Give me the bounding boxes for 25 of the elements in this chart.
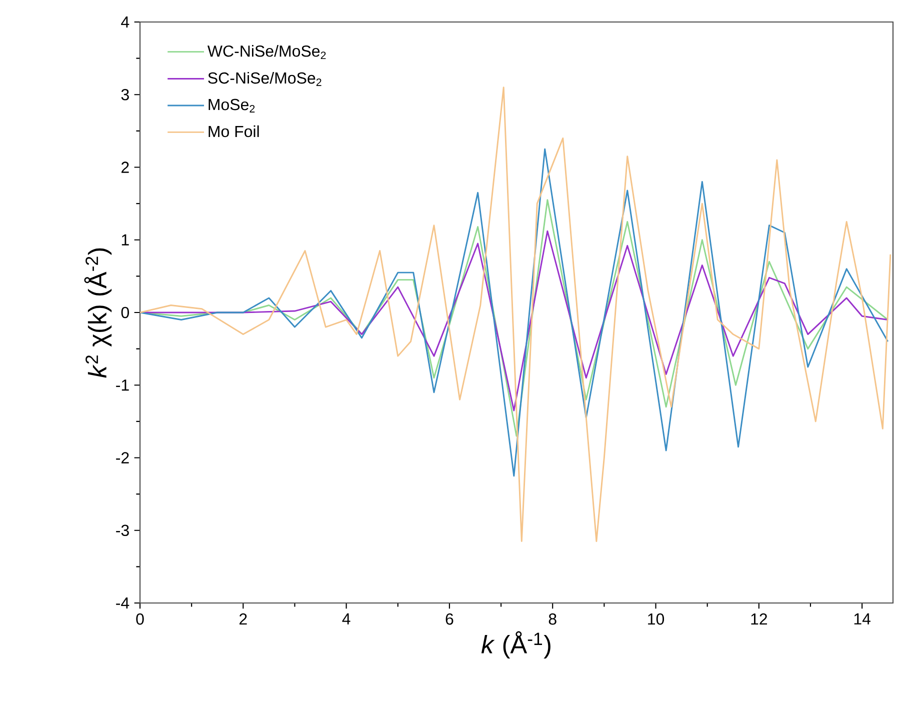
legend-label: MoSe$_{2}$ xyxy=(208,98,255,112)
x-tick-label: 0 xyxy=(136,613,144,625)
x-tick-label: 6 xyxy=(446,613,454,625)
legend-label: WC-NiSe/MoSe$_{2}$ xyxy=(207,45,326,60)
x-tick-label: 10 xyxy=(648,613,664,625)
x-tick-label: 12 xyxy=(751,613,767,625)
x-tick-label: 8 xyxy=(548,613,556,625)
y-tick-label: -1 xyxy=(116,380,129,391)
y-tick-label: -4 xyxy=(116,597,130,608)
x-tick-label: 4 xyxy=(342,613,350,624)
line-series xyxy=(140,148,889,477)
legend-label: SC-NiSe/MoSe$_{2}$ xyxy=(208,72,322,86)
y-axis-title: k$^{2}$ χ(k) (Å$^{-2}$) xyxy=(84,248,112,378)
y-tick-label: 2 xyxy=(122,162,129,173)
y-tick-label: 0 xyxy=(121,306,129,318)
y-tick-label: -3 xyxy=(116,524,129,536)
y-tick-label: -2 xyxy=(116,452,129,464)
y-tick-label: 3 xyxy=(121,88,129,100)
x-axis-title: k (Å$^{-1}$) xyxy=(481,631,550,659)
legend-label: Mo Foil xyxy=(208,125,259,138)
y-tick-label: 1 xyxy=(122,234,129,246)
line-series xyxy=(140,86,892,542)
y-tick-label: 4 xyxy=(121,16,130,28)
x-tick-label: 2 xyxy=(240,613,247,625)
x-tick-label: 14 xyxy=(854,613,870,624)
